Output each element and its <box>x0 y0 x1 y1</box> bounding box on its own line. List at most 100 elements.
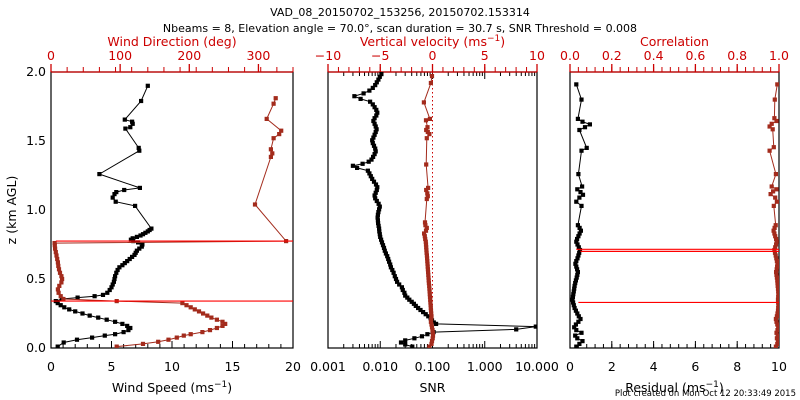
data-marker <box>376 223 381 228</box>
data-marker <box>430 328 435 333</box>
data-marker <box>57 270 63 275</box>
data-marker <box>55 260 60 265</box>
data-marker <box>424 253 429 258</box>
data-marker <box>137 246 142 251</box>
data-marker <box>424 162 429 167</box>
data-marker <box>67 307 72 312</box>
data-marker <box>52 241 57 246</box>
data-marker <box>771 189 776 194</box>
data-marker <box>578 190 583 195</box>
data-marker <box>427 294 433 299</box>
data-marker <box>61 296 66 302</box>
data-marker <box>772 247 777 253</box>
data-marker <box>156 339 161 344</box>
data-marker <box>582 125 588 130</box>
data-marker <box>125 323 130 328</box>
data-marker <box>270 151 275 156</box>
data-marker <box>776 289 779 294</box>
data-marker <box>576 253 581 258</box>
data-marker <box>430 336 435 341</box>
data-marker <box>775 286 779 291</box>
data-marker <box>56 263 61 268</box>
data-marker <box>96 315 101 320</box>
data-marker <box>104 317 109 322</box>
data-marker <box>366 159 371 164</box>
y-axis-tick-label: 2.0 <box>26 64 46 79</box>
data-marker <box>426 275 431 280</box>
data-marker <box>56 267 62 272</box>
data-marker <box>423 242 429 247</box>
data-marker <box>580 184 585 189</box>
data-marker <box>774 118 779 124</box>
data-marker <box>429 341 434 346</box>
data-marker <box>772 250 778 255</box>
data-marker <box>180 301 185 306</box>
data-marker <box>393 276 399 282</box>
data-marker <box>140 242 145 247</box>
data-marker <box>772 97 777 102</box>
data-marker <box>140 232 146 237</box>
panel-wind-series-wind-direction <box>52 96 289 348</box>
data-marker <box>428 303 433 308</box>
data-marker <box>402 290 407 295</box>
data-marker <box>427 116 432 121</box>
data-marker <box>571 303 576 308</box>
data-marker <box>350 163 355 168</box>
data-marker <box>367 88 372 93</box>
x-axis-tick-label-top: −10 <box>315 48 341 63</box>
data-marker <box>174 335 179 340</box>
x-axis-tick-label-bottom: 15 <box>225 359 241 374</box>
data-marker <box>114 344 119 348</box>
data-marker <box>399 285 404 290</box>
data-marker <box>425 191 430 196</box>
x-axis-tick-label-bottom: 0 <box>47 359 55 374</box>
data-marker <box>80 311 85 316</box>
data-marker <box>130 254 135 259</box>
data-marker <box>775 281 779 286</box>
data-marker <box>140 341 146 346</box>
data-marker <box>575 242 580 247</box>
data-marker <box>424 225 429 230</box>
data-marker <box>388 262 393 267</box>
data-marker <box>268 147 273 152</box>
x-axis-tick-label-bottom: 0.010 <box>362 359 398 374</box>
data-marker <box>580 339 585 344</box>
data-marker <box>773 316 778 322</box>
data-marker <box>268 154 273 159</box>
data-marker <box>133 203 138 208</box>
data-marker <box>53 250 58 255</box>
data-marker <box>570 294 575 299</box>
data-marker <box>769 121 774 126</box>
data-marker <box>395 279 400 284</box>
data-marker <box>429 339 435 344</box>
data-marker <box>575 187 580 192</box>
data-marker <box>383 251 388 256</box>
data-marker <box>428 297 433 302</box>
data-marker <box>56 290 61 295</box>
data-marker <box>355 165 360 170</box>
data-marker <box>112 276 117 282</box>
data-marker <box>373 83 378 88</box>
data-marker <box>409 299 414 304</box>
data-marker <box>576 245 581 250</box>
data-marker <box>114 190 119 195</box>
data-marker <box>428 305 433 311</box>
data-marker <box>578 316 583 322</box>
data-marker <box>773 253 778 258</box>
x-axis-tick-label-bottom: 0.100 <box>415 359 451 374</box>
data-marker <box>574 82 579 87</box>
x-axis-tick-label-bottom: 0 <box>566 359 574 374</box>
panel-snr-series-vertical-velocity <box>421 74 436 348</box>
data-marker <box>767 148 772 153</box>
data-marker <box>75 295 80 300</box>
data-marker <box>55 287 60 292</box>
data-marker <box>773 195 778 200</box>
data-marker <box>774 242 779 247</box>
data-marker <box>53 246 58 251</box>
data-marker <box>424 247 429 253</box>
data-marker <box>428 319 433 324</box>
data-marker <box>223 321 228 326</box>
data-marker <box>381 245 387 250</box>
data-marker <box>774 319 779 324</box>
y-axis-tick-label: 1.5 <box>26 133 46 148</box>
